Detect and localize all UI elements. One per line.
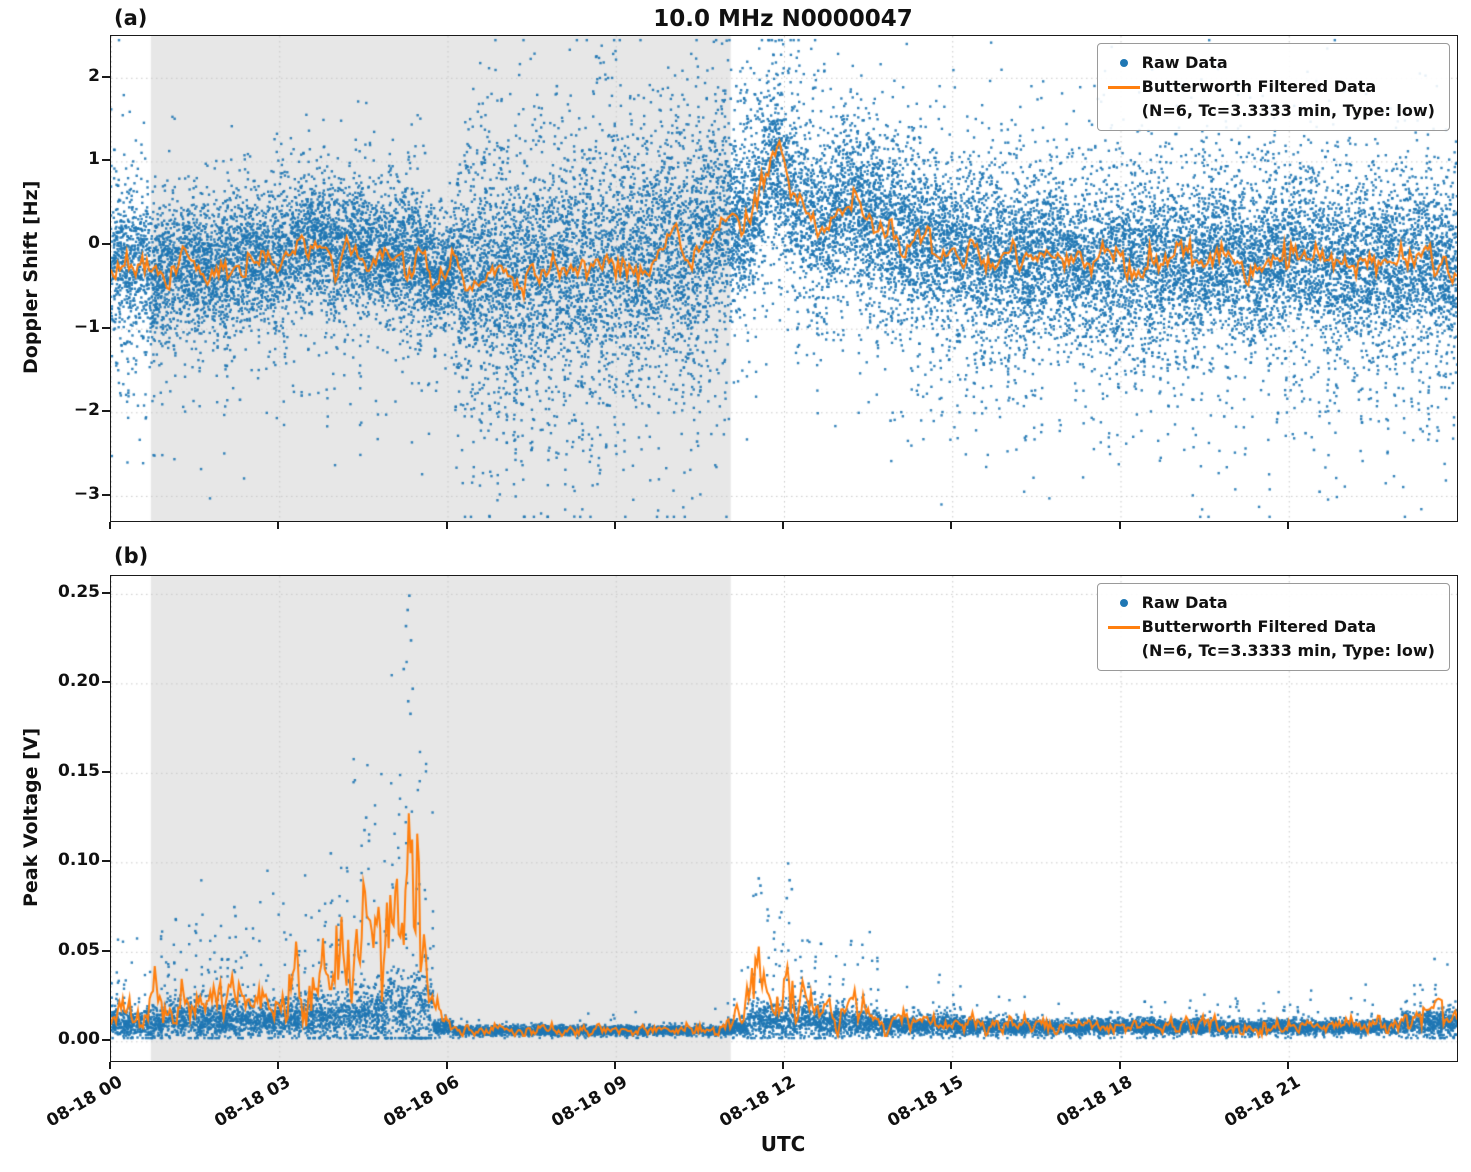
y-tick-label: 1 [88, 149, 100, 170]
x-tick-mark [109, 521, 111, 529]
y-tick-mark [102, 410, 110, 413]
y-tick-mark [102, 949, 110, 952]
panel-b-ylabel: Peak Voltage [V] [20, 727, 42, 908]
x-tick-mark [613, 1061, 616, 1069]
y-tick-mark [102, 75, 110, 78]
x-tick-mark [950, 521, 953, 529]
x-tick-mark [277, 1061, 280, 1069]
y-tick-label: 0.10 [58, 850, 100, 871]
y-tick-label: −3 [73, 483, 100, 504]
legend-raw-label: Raw Data [1141, 53, 1228, 72]
legend-raw-label: Raw Data [1141, 593, 1228, 612]
x-tick-mark [1286, 521, 1289, 529]
x-tick-mark [1118, 521, 1121, 529]
panel-a-legend: Raw Data Butterworth Filtered Data (N=6,… [1096, 43, 1450, 131]
x-tick-mark [445, 521, 448, 529]
x-tick-label: 08-18 00 [43, 1072, 126, 1132]
legend-filtered-subrow: (N=6, Tc=3.3333 min, Type: low) [1106, 639, 1435, 663]
x-tick-mark [613, 521, 616, 529]
filtered-line-marker-icon [1106, 625, 1142, 629]
y-tick-mark [102, 493, 110, 496]
y-tick-label: 0 [88, 233, 100, 254]
y-tick-mark [102, 860, 110, 863]
y-tick-mark [102, 326, 110, 329]
x-tick-mark [1286, 1061, 1289, 1069]
legend-filtered-sublabel: (N=6, Tc=3.3333 min, Type: low) [1141, 101, 1435, 120]
y-tick-label: 0.05 [58, 939, 100, 960]
y-tick-label: 2 [88, 65, 100, 86]
panel-b-plot: Raw Data Butterworth Filtered Data (N=6,… [110, 575, 1458, 1062]
x-tick-mark [782, 521, 784, 529]
y-tick-mark [102, 681, 110, 684]
y-tick-label: 0.20 [58, 671, 100, 692]
legend-raw-row: Raw Data [1106, 51, 1435, 75]
y-tick-mark [102, 591, 110, 594]
legend-filtered-label: Butterworth Filtered Data [1141, 77, 1377, 96]
y-tick-mark [102, 159, 110, 162]
panel-a-plot: Raw Data Butterworth Filtered Data (N=6,… [110, 35, 1458, 522]
legend-filtered-subrow: (N=6, Tc=3.3333 min, Type: low) [1106, 99, 1435, 123]
panel-b-legend: Raw Data Butterworth Filtered Data (N=6,… [1096, 583, 1450, 671]
y-tick-label: 0.00 [58, 1029, 100, 1050]
y-tick-mark [102, 1039, 110, 1042]
panel-a-ylabel: Doppler Shift [Hz] [20, 180, 42, 375]
figure-title: 10.0 MHz N0000047 [653, 6, 913, 32]
panel-b-letter: (b) [114, 544, 149, 568]
y-tick-mark [102, 770, 110, 773]
legend-filtered-sublabel: (N=6, Tc=3.3333 min, Type: low) [1141, 641, 1435, 660]
y-tick-label: 0.25 [58, 581, 100, 602]
legend-filtered-row: Butterworth Filtered Data [1106, 75, 1435, 99]
x-tick-mark [445, 1061, 448, 1069]
x-tick-mark [277, 521, 280, 529]
y-tick-label: 0.15 [58, 760, 100, 781]
raw-data-marker-icon [1106, 59, 1142, 67]
x-tick-mark [950, 1061, 953, 1069]
y-tick-label: −1 [73, 316, 100, 337]
raw-data-marker-icon [1106, 599, 1142, 607]
x-tick-mark [109, 1061, 111, 1069]
legend-filtered-label: Butterworth Filtered Data [1141, 617, 1377, 636]
panel-a-letter: (a) [114, 6, 148, 30]
legend-raw-row: Raw Data [1106, 591, 1435, 615]
x-axis-label: UTC [760, 1132, 806, 1156]
legend-filtered-row: Butterworth Filtered Data [1106, 615, 1435, 639]
y-tick-label: −2 [73, 400, 100, 421]
filtered-line-marker-icon [1106, 85, 1142, 89]
x-tick-mark [1118, 1061, 1121, 1069]
x-tick-mark [782, 1061, 784, 1069]
y-tick-mark [102, 243, 110, 246]
